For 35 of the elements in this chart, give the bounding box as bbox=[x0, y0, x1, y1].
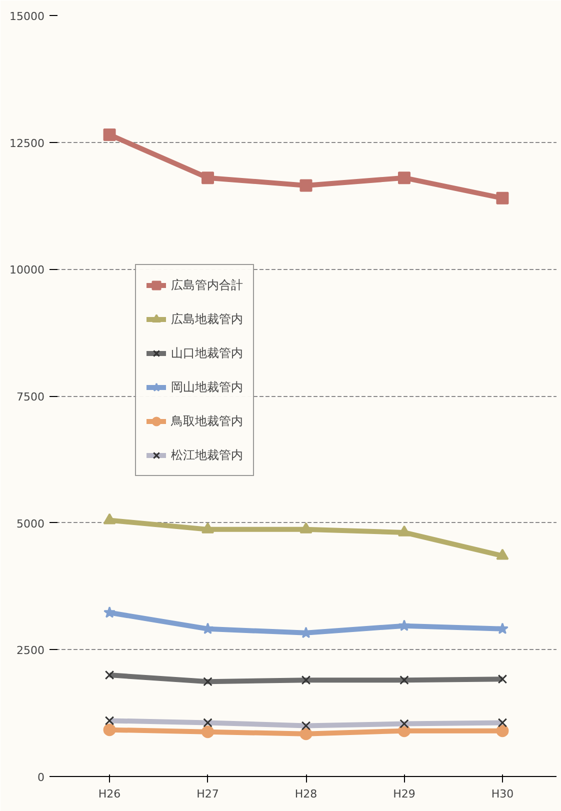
y-tick-label: 5000 bbox=[16, 517, 45, 530]
y-tick-label: 15000 bbox=[10, 10, 45, 23]
y-tick-label: 10000 bbox=[10, 264, 45, 277]
point bbox=[104, 606, 116, 618]
legend-label: 広島地裁管内 bbox=[171, 310, 243, 328]
y-tick-label: 0 bbox=[38, 771, 44, 784]
point bbox=[398, 172, 410, 184]
point bbox=[496, 622, 508, 634]
point bbox=[398, 525, 410, 536]
point bbox=[496, 548, 509, 560]
legend-label: 岡山地裁管内 bbox=[171, 378, 243, 396]
legend-label: 鳥取地裁管内 bbox=[171, 412, 243, 430]
point bbox=[202, 522, 214, 534]
x-tick-label: H28 bbox=[294, 788, 318, 800]
point bbox=[300, 728, 312, 740]
y-tick-label: 2500 bbox=[16, 644, 45, 658]
x-tick-label: H27 bbox=[196, 788, 219, 800]
legend-label: 松江地裁管内 bbox=[171, 446, 243, 464]
x-tick-label: H30 bbox=[491, 788, 514, 800]
point bbox=[103, 128, 116, 141]
point bbox=[202, 172, 214, 184]
point bbox=[300, 522, 312, 534]
legend-label: 広島管内合計 bbox=[171, 276, 243, 294]
point bbox=[300, 179, 312, 192]
point bbox=[103, 513, 116, 524]
y-tick-label: 12500 bbox=[10, 136, 45, 150]
point bbox=[496, 192, 509, 204]
point bbox=[103, 724, 116, 736]
x-tick-label: H26 bbox=[98, 788, 121, 800]
point bbox=[398, 620, 410, 632]
x-tick-label: H29 bbox=[393, 788, 416, 800]
y-tick-label: 7500 bbox=[16, 390, 45, 404]
point bbox=[202, 726, 214, 738]
point bbox=[496, 724, 509, 738]
legend-label: 山口地裁管内 bbox=[171, 344, 243, 362]
